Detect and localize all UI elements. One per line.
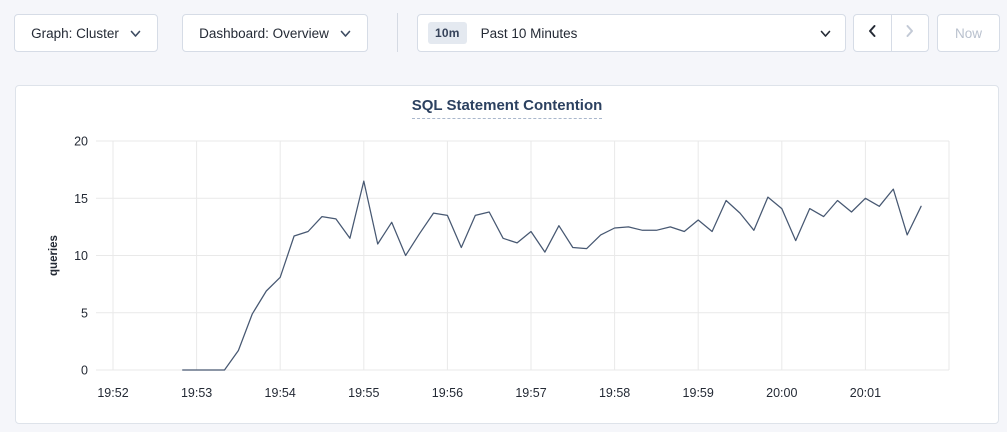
y-tick-label: 10 (74, 249, 88, 263)
x-tick-label: 20:01 (850, 386, 881, 400)
chart-panel: SQL Statement Contention 0 5 10 15 20 19:52 19… (15, 85, 999, 424)
prev-time-button[interactable] (854, 15, 891, 51)
time-range-dropdown[interactable]: 10m Past 10 Minutes (417, 14, 846, 52)
x-tick-label: 19:55 (348, 386, 379, 400)
x-tick-label: 19:57 (515, 386, 546, 400)
chart-title[interactable]: SQL Statement Contention (411, 97, 603, 119)
time-range-badge: 10m (428, 22, 467, 44)
x-tick-label: 19:59 (683, 386, 714, 400)
chevron-down-icon (130, 26, 141, 41)
chart-title-row: SQL Statement Contention (16, 97, 998, 119)
next-time-button[interactable] (890, 15, 929, 51)
x-tick-label: 20:00 (766, 386, 797, 400)
dashboard-dropdown[interactable]: Dashboard: Overview (182, 14, 368, 52)
graph-dropdown-label: Graph: Cluster (31, 25, 119, 41)
x-tick-label: 19:54 (265, 386, 296, 400)
time-range-label: Past 10 Minutes (480, 25, 578, 41)
y-tick-label: 5 (81, 306, 88, 320)
y-tick-label: 0 (81, 364, 88, 378)
chevron-right-icon (903, 24, 916, 43)
dashboard-dropdown-label: Dashboard: Overview (199, 25, 329, 41)
x-tick-label: 19:53 (181, 386, 212, 400)
chevron-down-icon (820, 26, 831, 41)
x-tick-label: 19:58 (599, 386, 630, 400)
series-line (182, 180, 922, 371)
contention-chart-svg[interactable]: 0 5 10 15 20 19:52 19:53 19:54 19:55 19:56 19:57 19… (16, 86, 1000, 425)
graph-dropdown[interactable]: Graph: Cluster (14, 14, 158, 52)
chevron-down-icon (340, 26, 351, 41)
chevron-left-icon (866, 24, 879, 43)
time-pager (853, 14, 929, 52)
x-tick-label: 19:52 (97, 386, 128, 400)
y-tick-label: 15 (74, 192, 88, 206)
now-button[interactable]: Now (937, 14, 1000, 52)
y-tick-label: 20 (74, 135, 88, 149)
now-button-label: Now (954, 25, 982, 41)
y-axis-label: queries (48, 235, 60, 276)
toolbar-divider (397, 13, 398, 52)
x-tick-label: 19:56 (432, 386, 463, 400)
